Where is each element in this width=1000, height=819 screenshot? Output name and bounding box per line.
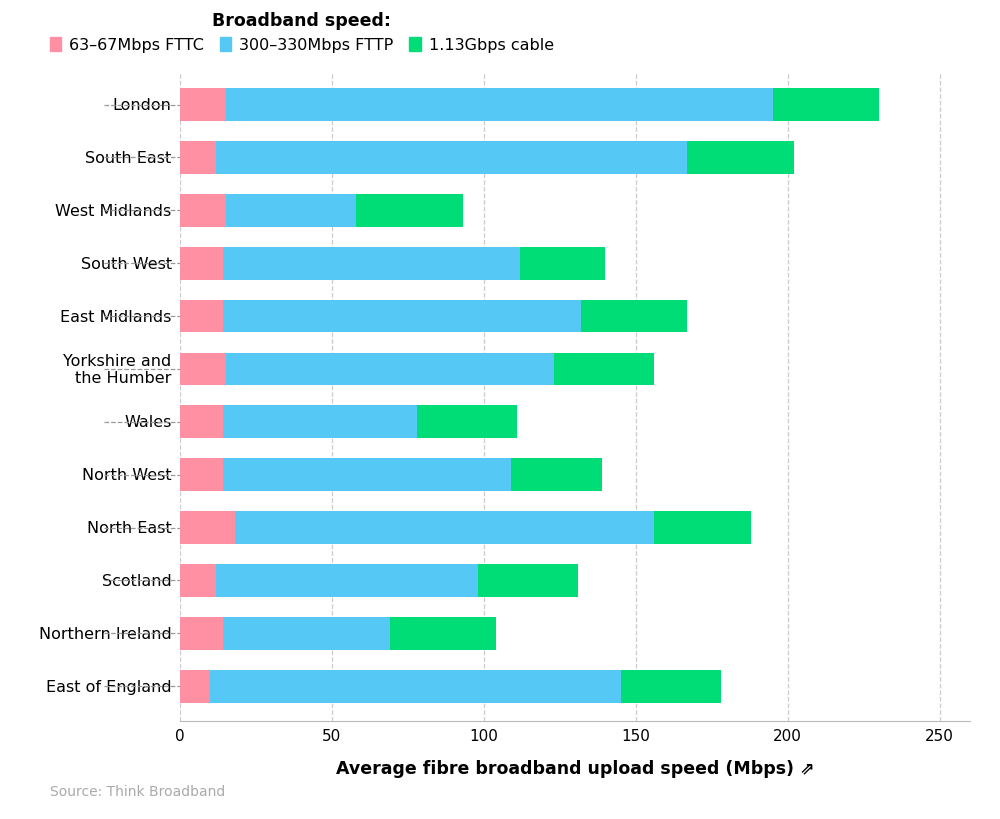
Bar — [216, 564, 478, 597]
Bar — [478, 564, 578, 597]
Bar — [773, 89, 879, 122]
Bar — [621, 670, 721, 703]
Bar — [390, 618, 496, 650]
Bar — [417, 406, 517, 439]
Bar — [223, 301, 581, 333]
Bar — [180, 247, 223, 280]
Bar — [180, 406, 223, 439]
Bar — [687, 142, 794, 174]
Bar — [223, 618, 390, 650]
Bar — [216, 142, 687, 174]
Legend: 63–67Mbps FTTC, 300–330Mbps FTTP, 1.13Gbps cable: 63–67Mbps FTTC, 300–330Mbps FTTP, 1.13Gb… — [50, 12, 554, 53]
Bar — [180, 353, 226, 386]
Bar — [210, 670, 621, 703]
Bar — [235, 512, 654, 545]
Bar — [581, 301, 687, 333]
X-axis label: Average fibre broadband upload speed (Mbps) ⇗: Average fibre broadband upload speed (Mb… — [336, 759, 814, 777]
Bar — [356, 195, 463, 228]
Bar — [180, 670, 210, 703]
Bar — [180, 459, 223, 491]
Bar — [226, 195, 356, 228]
Bar — [554, 353, 654, 386]
Bar — [180, 301, 223, 333]
Bar — [654, 512, 751, 545]
Text: Source: Think Broadband: Source: Think Broadband — [50, 785, 225, 799]
Bar — [223, 406, 417, 439]
Bar — [180, 618, 223, 650]
Bar — [180, 142, 216, 174]
Bar — [223, 459, 511, 491]
Bar — [223, 247, 520, 280]
Bar — [511, 459, 602, 491]
Bar — [180, 512, 235, 545]
Bar — [180, 195, 226, 228]
Bar — [180, 89, 226, 122]
Bar — [226, 353, 554, 386]
Bar — [226, 89, 773, 122]
Bar — [180, 564, 216, 597]
Bar — [520, 247, 605, 280]
